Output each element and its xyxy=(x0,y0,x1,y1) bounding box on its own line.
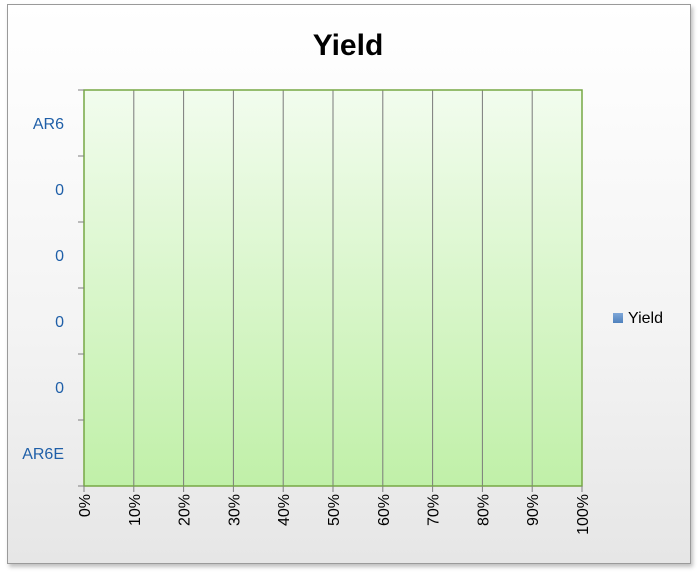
category-label: 0 xyxy=(55,248,64,265)
legend-swatch xyxy=(613,313,623,323)
x-tick-label: 0% xyxy=(77,494,94,517)
chart-title: Yield xyxy=(313,29,384,62)
category-label: 0 xyxy=(55,182,64,199)
x-tick-label: 80% xyxy=(475,494,492,526)
x-tick-label: 50% xyxy=(326,494,343,526)
x-tick-label: 60% xyxy=(376,494,393,526)
category-label: 0 xyxy=(55,380,64,397)
x-tick-label: 10% xyxy=(127,494,144,526)
x-tick-label: 90% xyxy=(525,494,542,526)
legend: Yield xyxy=(613,310,663,327)
x-tick-label: 30% xyxy=(226,494,243,526)
x-tick-label: 100% xyxy=(575,494,592,535)
category-label: AR6 xyxy=(33,116,64,133)
legend-label: Yield xyxy=(628,310,663,327)
x-tick-label: 40% xyxy=(276,494,293,526)
gridlines xyxy=(133,90,533,486)
category-label: AR6E xyxy=(22,446,64,463)
value-axis: 0% 10% 20% 30% 40% 50% 60% 70% 80% 90% 100% xyxy=(77,486,592,535)
category-axis: AR6 0 0 0 0 AR6E xyxy=(22,89,84,487)
x-tick-label: 20% xyxy=(177,494,194,526)
category-label: 0 xyxy=(55,314,64,331)
x-tick-label: 70% xyxy=(426,494,443,526)
